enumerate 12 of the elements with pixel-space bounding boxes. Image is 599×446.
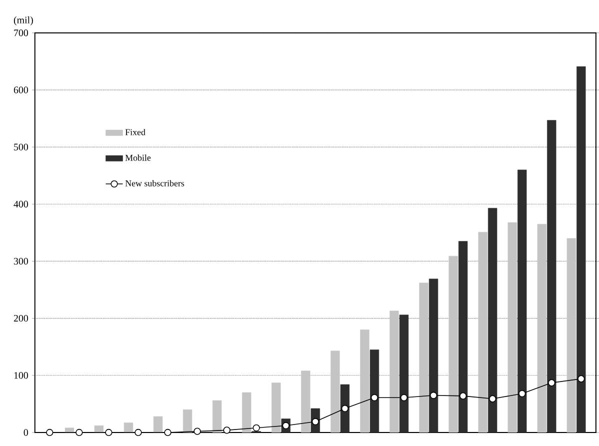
legend-label: Mobile: [125, 154, 151, 161]
y-tick-label: 0: [24, 428, 28, 436]
y-tick-label: 600: [14, 86, 28, 94]
y-tick-label: 700: [14, 29, 28, 36]
y-tick-label: 300: [14, 258, 28, 264]
y-tick-label: 100: [14, 372, 28, 379]
legend-label: New subscribers: [125, 180, 184, 186]
y-tick-label: 200: [14, 314, 28, 322]
y-axis-title: (mil): [14, 16, 33, 26]
legend-label: Fixed: [125, 128, 146, 136]
y-tick-label: 500: [14, 143, 28, 150]
y-tick-label: 400: [14, 200, 28, 208]
